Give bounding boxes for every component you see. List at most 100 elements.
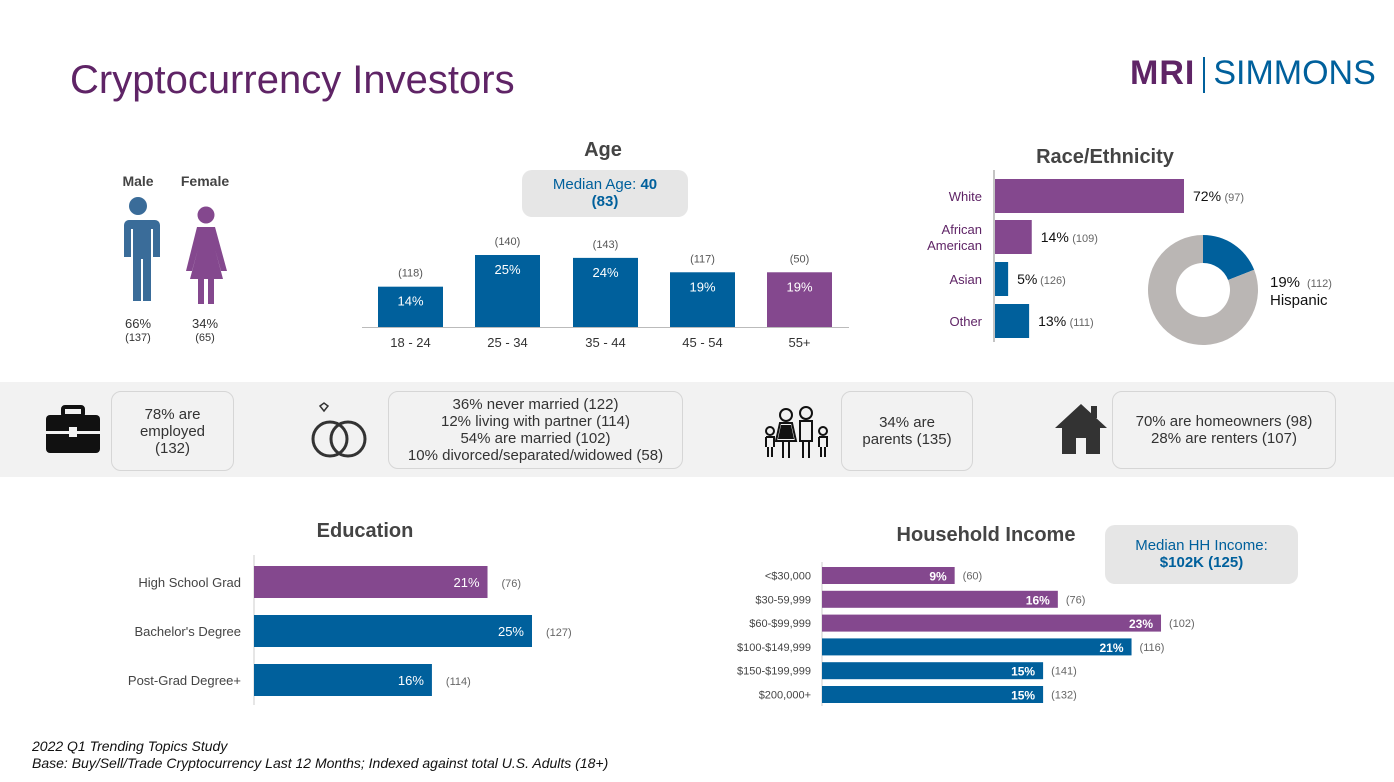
income-index: (60): [963, 571, 983, 583]
footer-source: 2022 Q1 Trending Topics Study: [32, 738, 228, 754]
income-category-label: $100-$149,999: [737, 642, 811, 654]
home-card: 70% are homeowners (98) 28% are renters (…: [1112, 391, 1336, 469]
age-bar-label: 25%: [494, 262, 520, 277]
female-index: (65): [195, 332, 215, 344]
education-category-label: High School Grad: [138, 575, 241, 590]
parents-line: parents (135): [862, 431, 952, 448]
briefcase-icon: [46, 405, 100, 453]
income-index: (116): [1140, 642, 1165, 654]
income-bar: [822, 686, 1044, 703]
income-category-label: $150-$199,999: [737, 666, 811, 678]
age-tick-label: 18 - 24: [390, 335, 430, 350]
female-label: Female: [180, 173, 230, 189]
age-tick-label: 45 - 54: [682, 335, 722, 350]
income-index: (141): [1051, 666, 1077, 678]
age-index: (117): [690, 253, 715, 265]
mri-simmons-logo: MRI SIMMONS: [1130, 54, 1376, 94]
median-age-value: 40: [640, 176, 658, 193]
race-index: (109): [1072, 233, 1098, 245]
home-line: 28% are renters (107): [1151, 430, 1297, 447]
median-age-box: Median Age: 40 (83): [522, 170, 688, 217]
male-pct: 66%: [124, 316, 152, 331]
age-bar: [767, 272, 832, 327]
income-title: Household Income: [896, 524, 1076, 546]
employed-line: 78% are: [144, 405, 201, 423]
logo-mri: MRI: [1130, 54, 1196, 92]
race-bar-label: 14%: [1041, 229, 1069, 245]
age-bar: [475, 255, 540, 327]
race-category-label: Other: [949, 314, 982, 329]
median-income-label: Median HH Income:: [1135, 537, 1268, 554]
education-bar-label: 16%: [398, 673, 424, 688]
income-category-label: $200,000+: [759, 690, 811, 702]
marital-line: 36% never married (122): [452, 396, 619, 413]
house-icon: [1055, 404, 1107, 454]
race-bar: [995, 262, 1009, 296]
age-title: Age: [584, 139, 622, 161]
education-bar-label: 25%: [498, 624, 524, 639]
age-index: (50): [790, 253, 810, 265]
median-income-box: Median HH Income: $102K (125): [1105, 525, 1298, 584]
footer-base: Base: Buy/Sell/Trade Cryptocurrency Last…: [32, 755, 609, 771]
donut-slice: [1148, 235, 1258, 345]
female-icon: [186, 206, 227, 304]
income-category-label: $60-$99,999: [749, 618, 811, 630]
male-index: (137): [125, 332, 151, 344]
age-chart: 14% (118) 18 - 24 25% (140) 25 - 34 24% (143) 35…: [362, 236, 849, 350]
age-index: (143): [593, 239, 619, 251]
page-title: Cryptocurrency Investors: [70, 58, 515, 102]
education-title: Education: [316, 520, 414, 542]
marital-line: 54% are married (102): [460, 430, 611, 447]
race-bar: [995, 304, 1030, 338]
education-category-label: Bachelor's Degree: [134, 624, 241, 639]
race-bar-label: 13%: [1038, 313, 1066, 329]
male-label: Male: [122, 173, 154, 189]
income-bar-label: 16%: [1026, 593, 1050, 607]
education-bar: [254, 566, 488, 598]
hispanic-label: Hispanic: [1270, 292, 1328, 309]
age-index: (118): [398, 268, 423, 280]
race-bar: [995, 179, 1184, 213]
income-bar-label: 15%: [1011, 665, 1035, 679]
median-age-label: Median Age:: [552, 176, 641, 193]
age-index: (140): [495, 236, 521, 248]
employed-card: 78% are employed (132): [111, 391, 234, 471]
race-index: (126): [1040, 275, 1066, 287]
logo-simmons: SIMMONS: [1213, 54, 1376, 92]
income-bar: [822, 638, 1132, 656]
marital-line: 12% living with partner (114): [441, 413, 630, 430]
education-bar: [254, 615, 532, 647]
employed-line: (132): [154, 439, 191, 457]
education-index: (114): [446, 676, 471, 688]
race-category-label: White: [949, 189, 982, 204]
race-bar-label: 5%: [1017, 271, 1037, 287]
age-tick-label: 35 - 44: [585, 335, 625, 350]
race-bar: [995, 220, 1032, 254]
race-category-label: African: [942, 222, 982, 237]
home-line: 70% are homeowners (98): [1135, 413, 1313, 430]
age-bar-label: 24%: [592, 265, 618, 280]
income-bar: [822, 567, 955, 584]
age-tick-label: 25 - 34: [487, 335, 527, 350]
age-bar: [573, 257, 638, 327]
hispanic-index: (112): [1307, 278, 1332, 290]
income-bar: [822, 614, 1162, 632]
wedding-rings-icon: [311, 402, 367, 458]
race-title: Race/Ethnicity: [1036, 146, 1174, 168]
education-index: (76): [502, 578, 522, 590]
marital-card: 36% never married (122) 12% living with p…: [388, 391, 683, 469]
marital-line: 10% divorced/separated/widowed (58): [407, 447, 664, 464]
family-icon: [765, 406, 828, 458]
parents-line: 34% are: [879, 414, 935, 431]
race-category-label: American: [927, 238, 982, 253]
income-chart: <$30,000 9% (60) $30-59,999 16% (76) $60-$99,9…: [737, 562, 1195, 706]
age-bar-label: 14%: [397, 294, 423, 309]
income-category-label: <$30,000: [765, 571, 811, 583]
race-index: (111): [1070, 317, 1094, 329]
age-bar-label: 19%: [786, 279, 812, 294]
education-bar: [254, 664, 432, 696]
hispanic-pct: 19%: [1270, 274, 1300, 291]
female-pct: 34%: [191, 316, 219, 331]
